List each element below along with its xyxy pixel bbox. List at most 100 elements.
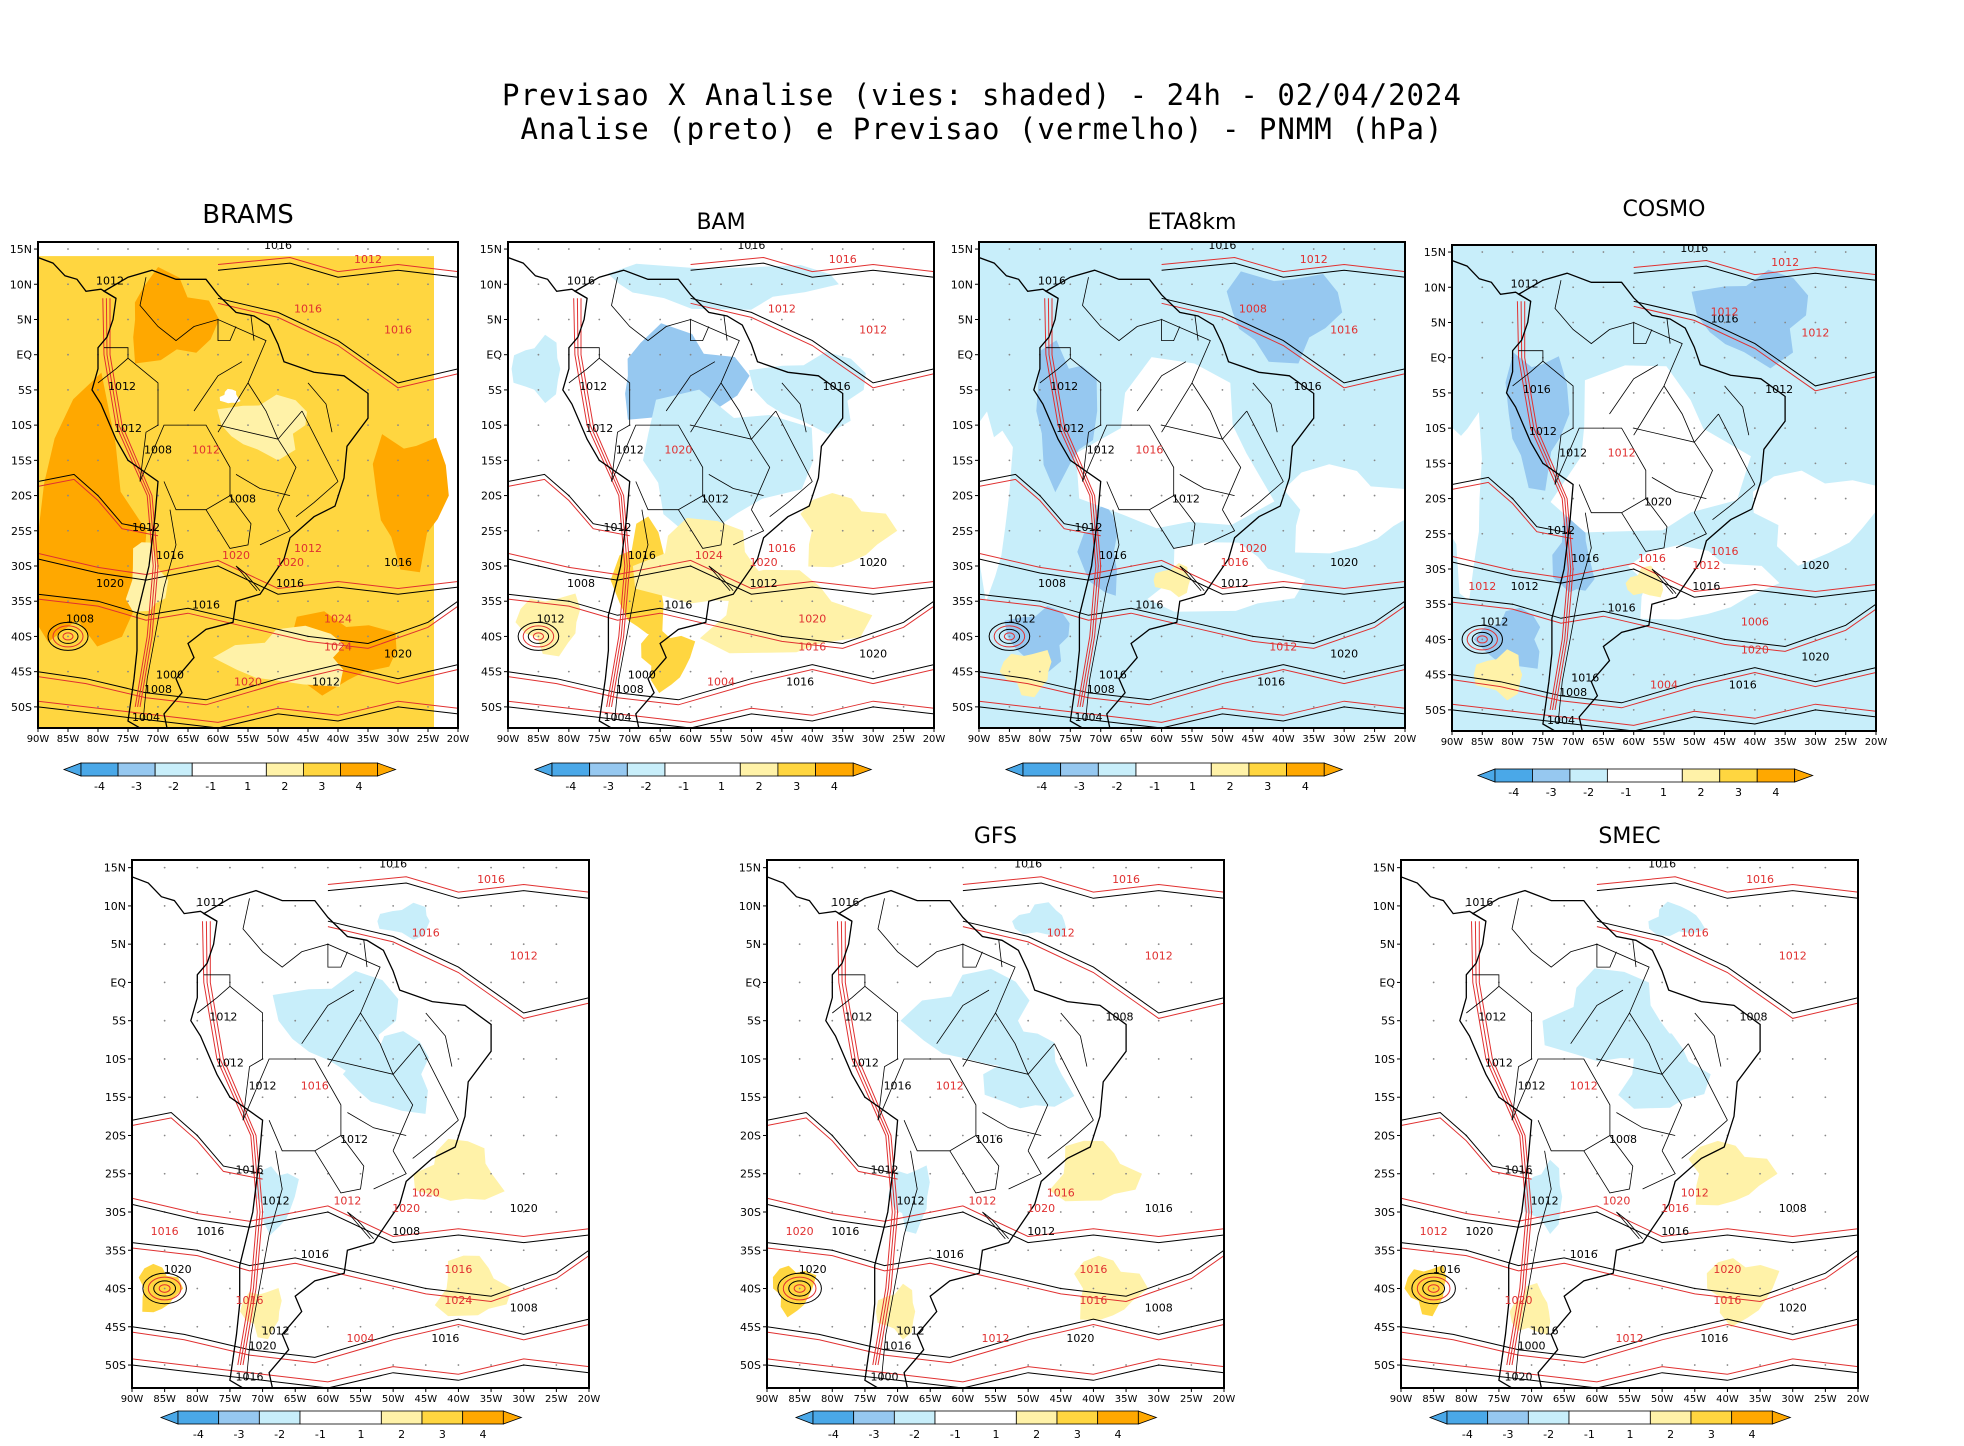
grid-point [1190, 1364, 1193, 1366]
colorbar-segment [1532, 768, 1571, 783]
grid-point [196, 905, 199, 907]
grid-point [1130, 459, 1133, 462]
colorbar-tick-label: 4 [830, 780, 837, 793]
grid-point [424, 1096, 427, 1099]
grid-point [1312, 353, 1315, 356]
grid-point [1160, 670, 1163, 673]
grid-point [97, 424, 99, 427]
lat-tick-label: 50S [952, 701, 973, 714]
grid-point [490, 1249, 492, 1252]
grid-point [1373, 600, 1376, 603]
lat-tick-label: 50S [740, 1359, 761, 1372]
grid-point [127, 600, 129, 603]
lat-tick-label: 25S [1425, 528, 1446, 541]
colorbar-segment [1730, 1410, 1773, 1425]
grid-point [97, 389, 99, 391]
analysis-isobar-label: 1004 [1075, 711, 1103, 724]
grid-point [277, 705, 279, 708]
colorbar-tick-label: -4 [94, 780, 105, 793]
grid-point [1343, 318, 1346, 321]
grid-point [1824, 1211, 1827, 1213]
lon-tick-label: 60W [1150, 734, 1173, 745]
analysis-isobar-label: 1016 [196, 1225, 224, 1238]
grid-point [831, 1058, 834, 1060]
lat-tick-label: 20S [952, 490, 973, 503]
grid-point [1190, 1134, 1193, 1137]
grid-point [1221, 494, 1224, 497]
bias-shading-area [607, 263, 839, 310]
grid-point [187, 494, 189, 497]
political-border [314, 1135, 365, 1194]
colorbar-tick-label: -1 [678, 780, 689, 793]
grid-point [424, 866, 427, 869]
grid-point [1661, 1096, 1664, 1099]
grid-point [1312, 318, 1315, 321]
political-border [307, 382, 333, 433]
grid-point [1663, 532, 1665, 535]
map-panel-cosmo: 1016101210161012101210121016102010161012… [1424, 244, 1887, 748]
bias-shading-area [1688, 1140, 1778, 1206]
grid-point [427, 600, 429, 603]
grid-point [1753, 462, 1756, 465]
low-pressure-isobar [1422, 1280, 1446, 1297]
grid-point [798, 981, 801, 984]
grid-point [994, 1211, 997, 1213]
grid-point [1157, 1287, 1160, 1290]
andes-forecast-isobar [573, 298, 626, 707]
grid-point [1530, 1134, 1533, 1137]
lon-tick-label: 60W [207, 734, 230, 745]
grid-point [127, 565, 129, 567]
grid-point [659, 529, 662, 532]
grid-point [872, 389, 875, 391]
grid-point [1791, 1134, 1794, 1137]
grid-point [1563, 905, 1566, 907]
grid-point [1099, 248, 1102, 250]
political-border [1194, 315, 1199, 341]
grid-point [277, 283, 279, 286]
forecast-isobar [38, 552, 458, 590]
low-pressure-isobar [522, 625, 555, 648]
colorbar-segment [191, 762, 267, 777]
analysis-isobar [1401, 1318, 1858, 1358]
andes-forecast-isobar [209, 921, 264, 1366]
grid-point [261, 1134, 264, 1137]
grid-point [1221, 248, 1224, 250]
political-border [769, 481, 813, 518]
grid-point [811, 424, 814, 427]
grid-point [1595, 1096, 1598, 1099]
grid-point [1157, 1134, 1160, 1137]
grid-point [929, 1172, 932, 1175]
grid-point [1092, 1249, 1095, 1252]
andes-forecast-isobar [1471, 921, 1527, 1366]
grid-point [1814, 356, 1817, 359]
grid-point [1125, 866, 1127, 869]
colorbar-segment [1446, 1410, 1488, 1425]
analysis-isobar [962, 882, 1224, 899]
grid-point [397, 529, 399, 532]
political-border [962, 944, 983, 968]
grid-point [994, 1172, 997, 1175]
lat-tick-label: 5S [18, 384, 32, 397]
grid-point [1069, 600, 1072, 603]
political-border [1008, 1150, 1042, 1190]
grid-point [67, 248, 69, 250]
grid-point [261, 905, 264, 907]
grid-point [127, 318, 129, 321]
lon-tick-label: 40W [1744, 737, 1767, 748]
lon-tick-label: 55W [1653, 737, 1676, 748]
grid-point [163, 1325, 166, 1328]
grid-point [1069, 248, 1072, 250]
lat-tick-label: 35S [1374, 1244, 1395, 1257]
grid-point [196, 1287, 199, 1290]
grid-point [157, 635, 159, 638]
grid-point [1814, 427, 1817, 430]
political-border [229, 985, 263, 1021]
grid-point [555, 866, 558, 869]
grid-point [1191, 565, 1193, 567]
grid-point [1784, 708, 1787, 711]
grid-point [1628, 866, 1631, 869]
political-border [1675, 512, 1707, 549]
grid-point [841, 424, 844, 427]
grid-point [1099, 635, 1102, 638]
grid-point [1157, 905, 1160, 907]
